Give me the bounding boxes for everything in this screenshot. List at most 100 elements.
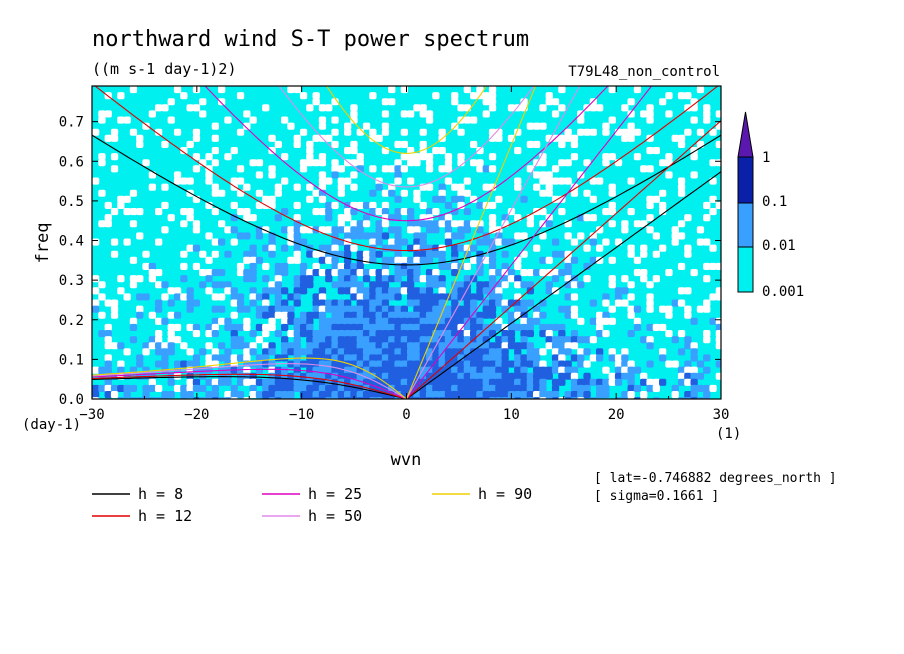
power-cell — [306, 317, 314, 325]
power-cell — [192, 384, 201, 392]
power-cell — [444, 305, 453, 313]
power-cell — [709, 177, 717, 185]
power-cell — [337, 220, 345, 228]
power-cell — [192, 165, 201, 173]
power-cell — [564, 342, 572, 350]
power-cell — [344, 378, 352, 386]
power-cell — [350, 287, 358, 295]
power-cell — [671, 336, 679, 344]
power-cell — [211, 281, 219, 289]
power-cell — [514, 177, 522, 185]
power-cell — [325, 244, 333, 252]
power-cell — [274, 366, 282, 374]
power-cell — [596, 378, 604, 386]
power-cell — [318, 336, 327, 344]
power-cell — [192, 244, 201, 252]
power-cell — [526, 299, 534, 307]
power-cell — [129, 323, 138, 331]
power-cell — [123, 293, 131, 301]
power-cell — [224, 116, 232, 124]
power-cell — [570, 238, 579, 246]
power-cell — [583, 378, 591, 386]
power-cell — [602, 311, 610, 319]
power-cell — [501, 372, 509, 380]
power-cell — [281, 397, 289, 399]
power-cell — [652, 323, 660, 331]
power-cell — [369, 391, 377, 399]
power-cell — [155, 336, 163, 344]
power-cell — [331, 159, 339, 167]
power-cell — [350, 110, 358, 118]
power-cell — [104, 110, 112, 118]
power-cell — [577, 281, 585, 289]
power-cell — [407, 323, 415, 331]
y-tick-label: 0.1 — [59, 352, 84, 368]
power-cell — [281, 208, 289, 216]
power-cell — [589, 336, 597, 344]
power-cell — [161, 354, 169, 362]
power-cell — [362, 354, 371, 362]
power-cell — [583, 336, 591, 344]
power-cell — [539, 311, 547, 319]
power-cell — [148, 269, 156, 277]
power-cell — [186, 360, 194, 368]
power-cell — [526, 391, 534, 399]
power-cell — [394, 317, 402, 325]
power-cell — [243, 110, 251, 118]
power-cell — [520, 354, 528, 362]
power-cell — [293, 220, 301, 228]
power-cell — [526, 220, 534, 228]
power-cell — [627, 208, 635, 216]
power-cell — [501, 299, 509, 307]
power-cell — [419, 250, 427, 258]
power-cell — [369, 92, 377, 100]
power-cell — [709, 208, 717, 216]
power-cell — [249, 372, 257, 380]
power-cell — [640, 275, 648, 283]
power-cell — [381, 317, 390, 325]
power-cell — [715, 342, 721, 350]
power-cell — [293, 384, 301, 392]
power-cell — [463, 177, 471, 185]
power-cell — [337, 226, 345, 234]
power-cell — [281, 342, 289, 350]
power-cell — [608, 201, 616, 209]
x-tick-label: −20 — [184, 407, 209, 423]
power-cell — [381, 354, 390, 362]
power-cell — [564, 177, 572, 185]
power-cell — [236, 336, 245, 344]
power-cell — [350, 244, 358, 252]
power-cell — [224, 378, 232, 386]
power-cell — [148, 336, 156, 344]
power-cell — [268, 281, 276, 289]
power-cell — [407, 147, 415, 155]
power-cell — [570, 330, 579, 338]
power-cell — [627, 391, 635, 399]
power-cell — [388, 86, 396, 94]
power-cell — [696, 128, 705, 136]
power-cell — [533, 269, 541, 277]
colorbar-segment — [737, 202, 754, 248]
power-cell — [507, 342, 516, 350]
power-cell — [533, 360, 541, 368]
power-cell — [419, 153, 427, 161]
power-cell — [274, 269, 282, 277]
power-cell — [407, 348, 415, 356]
power-cell — [533, 397, 541, 399]
power-cell — [211, 147, 219, 155]
power-cell — [186, 305, 194, 313]
power-cell — [470, 311, 478, 319]
power-cell — [318, 116, 327, 124]
power-cell — [627, 98, 635, 106]
power-cell — [400, 384, 408, 392]
curve-kelvin-h90 — [405, 86, 537, 399]
power-cell — [344, 208, 352, 216]
power-cell — [646, 226, 654, 234]
power-cell — [413, 256, 421, 264]
power-cell — [432, 305, 440, 313]
power-cell — [104, 134, 112, 142]
power-cell — [293, 336, 301, 344]
power-cell — [614, 360, 623, 368]
power-cell — [325, 214, 333, 222]
power-cell — [476, 366, 484, 374]
